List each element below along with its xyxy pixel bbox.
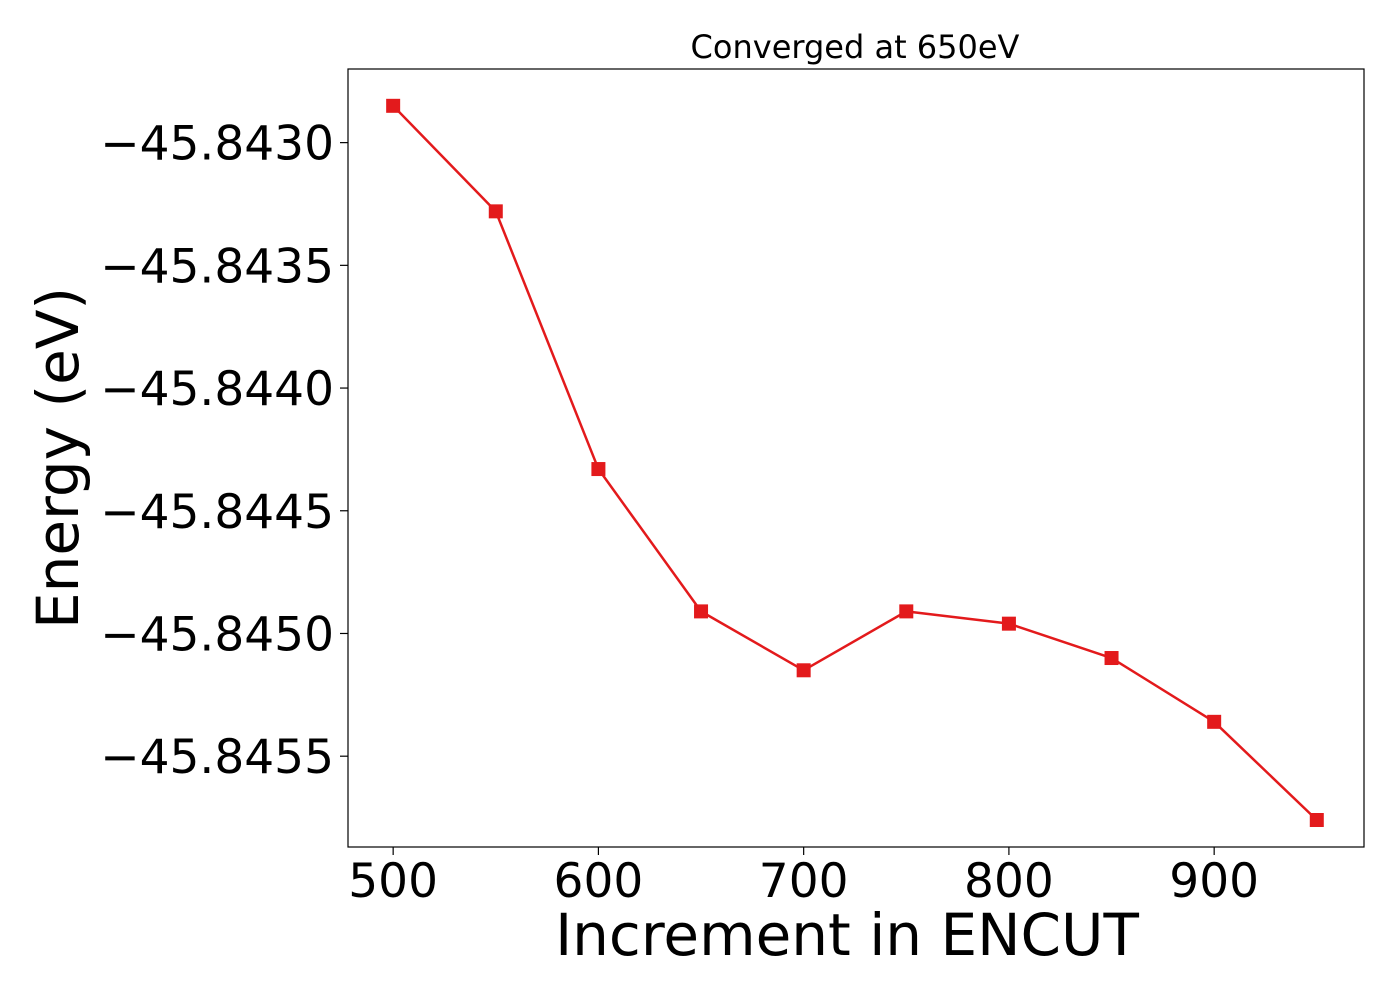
plot-area: 500 600 700 800 900 −45.8430 −45.8435 −45.8440 −…	[100, 98, 1324, 909]
data-point	[1001, 616, 1016, 631]
x-tick-label: 500	[348, 854, 438, 909]
y-tick-label: −45.8440	[100, 362, 334, 417]
x-tick-label: 800	[964, 854, 1054, 909]
x-axis-label: Increment in ENCUT	[555, 901, 1139, 969]
data-point	[1309, 813, 1324, 828]
data-point	[899, 604, 914, 619]
series-line	[392, 104, 1318, 821]
data-point	[488, 204, 503, 219]
data-point	[1104, 651, 1119, 666]
x-tick-label: 700	[759, 854, 849, 909]
y-axis-label: Energy (eV)	[24, 287, 92, 629]
data-point	[386, 98, 401, 113]
data-point	[796, 663, 811, 678]
y-tick-label: −45.8430	[100, 117, 334, 172]
x-tick-label: 600	[554, 854, 644, 909]
y-tick-label: −45.8445	[100, 485, 334, 540]
y-tick-label: −45.8435	[100, 239, 334, 294]
x-tick-label: 900	[1169, 854, 1259, 909]
data-point	[1207, 714, 1222, 729]
y-tick-label: −45.8450	[100, 607, 334, 662]
chart-title: Converged at 650eV	[691, 28, 1020, 66]
y-tick-label: −45.8455	[100, 730, 334, 785]
plot-frame	[347, 68, 1365, 848]
data-point	[694, 604, 709, 619]
data-point	[591, 462, 606, 477]
